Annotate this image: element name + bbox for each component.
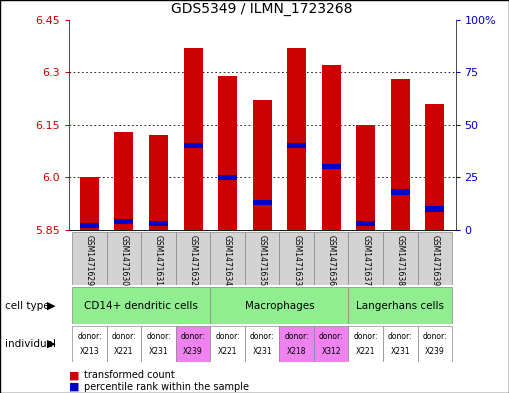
Bar <box>115 132 133 230</box>
Bar <box>218 76 237 230</box>
Bar <box>252 100 272 230</box>
Bar <box>149 221 168 226</box>
FancyBboxPatch shape <box>245 326 279 362</box>
Text: X312: X312 <box>321 347 341 356</box>
Text: X221: X221 <box>218 347 237 356</box>
Text: ▶: ▶ <box>47 301 55 311</box>
FancyBboxPatch shape <box>72 232 107 285</box>
Bar <box>80 223 99 228</box>
Text: X221: X221 <box>114 347 134 356</box>
Text: GSM1471639: GSM1471639 <box>430 235 439 286</box>
Text: X221: X221 <box>356 347 376 356</box>
FancyBboxPatch shape <box>176 326 210 362</box>
Text: Macrophages: Macrophages <box>245 301 314 310</box>
Text: GSM1471635: GSM1471635 <box>258 235 267 286</box>
Text: donor:: donor: <box>146 332 171 341</box>
Bar <box>322 164 341 169</box>
FancyBboxPatch shape <box>72 287 210 324</box>
Bar <box>356 221 375 226</box>
Bar <box>218 175 237 180</box>
Bar <box>391 79 410 230</box>
FancyBboxPatch shape <box>417 326 452 362</box>
Text: GSM1471634: GSM1471634 <box>223 235 232 286</box>
Text: GSM1471632: GSM1471632 <box>188 235 197 286</box>
FancyBboxPatch shape <box>107 232 141 285</box>
Text: X218: X218 <box>287 347 306 356</box>
Bar <box>322 65 341 230</box>
Text: individual: individual <box>5 339 56 349</box>
FancyBboxPatch shape <box>314 232 349 285</box>
Text: donor:: donor: <box>353 332 378 341</box>
Text: ■: ■ <box>69 370 79 380</box>
Text: ■: ■ <box>69 382 79 392</box>
FancyBboxPatch shape <box>349 232 383 285</box>
Text: GSM1471636: GSM1471636 <box>327 235 336 286</box>
Text: donor:: donor: <box>388 332 413 341</box>
Bar <box>426 104 444 230</box>
Text: donor:: donor: <box>250 332 274 341</box>
FancyBboxPatch shape <box>210 287 349 324</box>
Bar <box>252 200 272 205</box>
Text: donor:: donor: <box>215 332 240 341</box>
Bar <box>80 177 99 230</box>
Text: donor:: donor: <box>181 332 205 341</box>
Text: donor:: donor: <box>422 332 447 341</box>
Text: X239: X239 <box>183 347 203 356</box>
FancyBboxPatch shape <box>141 232 176 285</box>
FancyBboxPatch shape <box>72 326 107 362</box>
FancyBboxPatch shape <box>141 326 176 362</box>
Bar <box>391 189 410 195</box>
Text: GSM1471638: GSM1471638 <box>396 235 405 286</box>
Text: donor:: donor: <box>111 332 136 341</box>
FancyBboxPatch shape <box>279 232 314 285</box>
Bar <box>356 125 375 230</box>
Bar <box>115 219 133 224</box>
Text: cell type: cell type <box>5 301 50 311</box>
Text: X231: X231 <box>252 347 272 356</box>
Title: GDS5349 / ILMN_1723268: GDS5349 / ILMN_1723268 <box>172 2 353 16</box>
FancyBboxPatch shape <box>176 232 210 285</box>
FancyBboxPatch shape <box>383 326 417 362</box>
FancyBboxPatch shape <box>210 232 245 285</box>
Bar <box>149 135 168 230</box>
Text: percentile rank within the sample: percentile rank within the sample <box>84 382 249 392</box>
Bar <box>287 48 306 230</box>
Text: Langerhans cells: Langerhans cells <box>356 301 444 310</box>
Text: GSM1471633: GSM1471633 <box>292 235 301 286</box>
Text: GSM1471629: GSM1471629 <box>85 235 94 286</box>
Text: donor:: donor: <box>319 332 344 341</box>
Text: X213: X213 <box>79 347 99 356</box>
Text: transformed count: transformed count <box>84 370 175 380</box>
Bar <box>184 143 203 149</box>
Text: X231: X231 <box>149 347 168 356</box>
Text: X231: X231 <box>390 347 410 356</box>
FancyBboxPatch shape <box>107 326 141 362</box>
Text: GSM1471630: GSM1471630 <box>120 235 128 286</box>
FancyBboxPatch shape <box>279 326 314 362</box>
FancyBboxPatch shape <box>417 232 452 285</box>
Bar <box>287 143 306 149</box>
FancyBboxPatch shape <box>349 287 452 324</box>
FancyBboxPatch shape <box>314 326 349 362</box>
Text: GSM1471637: GSM1471637 <box>361 235 370 286</box>
Bar <box>184 48 203 230</box>
Text: donor:: donor: <box>285 332 309 341</box>
Text: CD14+ dendritic cells: CD14+ dendritic cells <box>84 301 198 310</box>
FancyBboxPatch shape <box>245 232 279 285</box>
FancyBboxPatch shape <box>210 326 245 362</box>
Text: ▶: ▶ <box>47 339 55 349</box>
Text: GSM1471631: GSM1471631 <box>154 235 163 286</box>
FancyBboxPatch shape <box>349 326 383 362</box>
Text: donor:: donor: <box>77 332 102 341</box>
Text: X239: X239 <box>425 347 445 356</box>
Bar <box>426 206 444 211</box>
FancyBboxPatch shape <box>383 232 417 285</box>
